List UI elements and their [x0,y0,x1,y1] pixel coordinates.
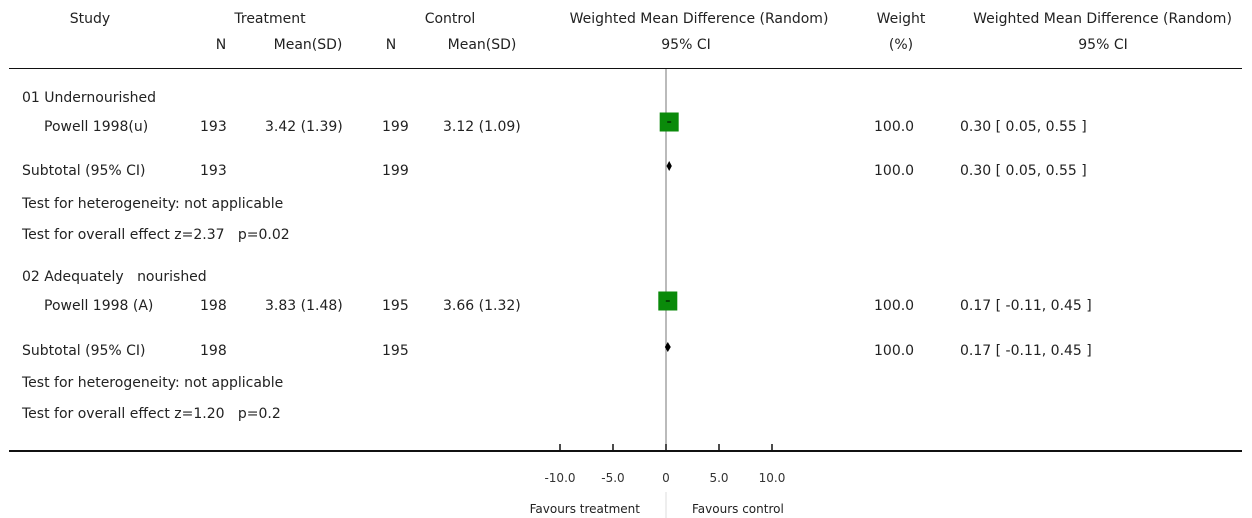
control-n: 195 [382,298,409,314]
subtotal-treatment-n: 198 [200,343,227,359]
subtotal-diamond [666,161,672,171]
treatment-n: 198 [200,298,227,314]
study-name: Powell 1998(u) [44,119,149,135]
group-title: 01 Undernourished [22,90,157,106]
header-study: Study [69,11,111,27]
subtotal-ci-text: 0.30 [ 0.05, 0.55 ] [960,163,1087,179]
study-weight: 100.0 [874,119,915,135]
treatment-mean: 3.42 (1.39) [265,119,343,135]
bottom-divider [9,450,1242,452]
header-wmd: Weighted Mean Difference (Random) [569,11,829,27]
header-control-mean: Mean(SD) [447,37,517,53]
subtotal-label: Subtotal (95% CI) [22,343,146,359]
subtotal-diamond [664,342,671,352]
control-n: 199 [382,119,409,135]
header-treatment-n: N [215,37,227,53]
header-treatment-mean: Mean(SD) [273,37,343,53]
subtotal-control-n: 195 [382,343,409,359]
tick-label: 0 [662,471,670,485]
header-control-n: N [385,37,397,53]
control-mean: 3.12 (1.09) [443,119,521,135]
group-title: 02 Adequately nourished [22,269,207,285]
favours-control-label: Favours control [692,502,784,516]
overall-effect-test: Test for overall effect z=1.20 p=0.2 [22,406,281,422]
header-treatment: Treatment [234,11,306,27]
study-ci-text: 0.30 [ 0.05, 0.55 ] [960,119,1087,135]
header-wmd-text: Weighted Mean Difference (Random) [973,11,1232,27]
control-mean: 3.66 (1.32) [443,298,521,314]
subtotal-treatment-n: 193 [200,163,227,179]
favours-treatment-label: Favours treatment [529,502,640,516]
header-control: Control [424,11,476,27]
heterogeneity-test: Test for heterogeneity: not applicable [22,375,284,391]
tick-label: 5.0 [709,471,728,485]
tick-label: 10.0 [759,471,786,485]
overall-effect-test: Test for overall effect z=2.37 p=0.02 [22,227,290,243]
header-ci: 95% CI [661,37,711,53]
header-weight: Weight [876,11,926,27]
subtotal-weight: 100.0 [874,343,915,359]
treatment-mean: 3.83 (1.48) [265,298,343,314]
header-divider [9,68,1242,69]
heterogeneity-test: Test for heterogeneity: not applicable [22,196,284,212]
header-pct: (%) [888,37,914,53]
tick-label: -5.0 [601,471,624,485]
study-ci-text: 0.17 [ -0.11, 0.45 ] [960,298,1092,314]
subtotal-control-n: 199 [382,163,409,179]
header-ci-text: 95% CI [1078,37,1128,53]
subtotal-weight: 100.0 [874,163,915,179]
subtotal-ci-text: 0.17 [ -0.11, 0.45 ] [960,343,1092,359]
subtotal-label: Subtotal (95% CI) [22,163,146,179]
study-weight: 100.0 [874,298,915,314]
treatment-n: 193 [200,119,227,135]
study-name: Powell 1998 (A) [44,298,154,314]
tick-label: -10.0 [544,471,575,485]
